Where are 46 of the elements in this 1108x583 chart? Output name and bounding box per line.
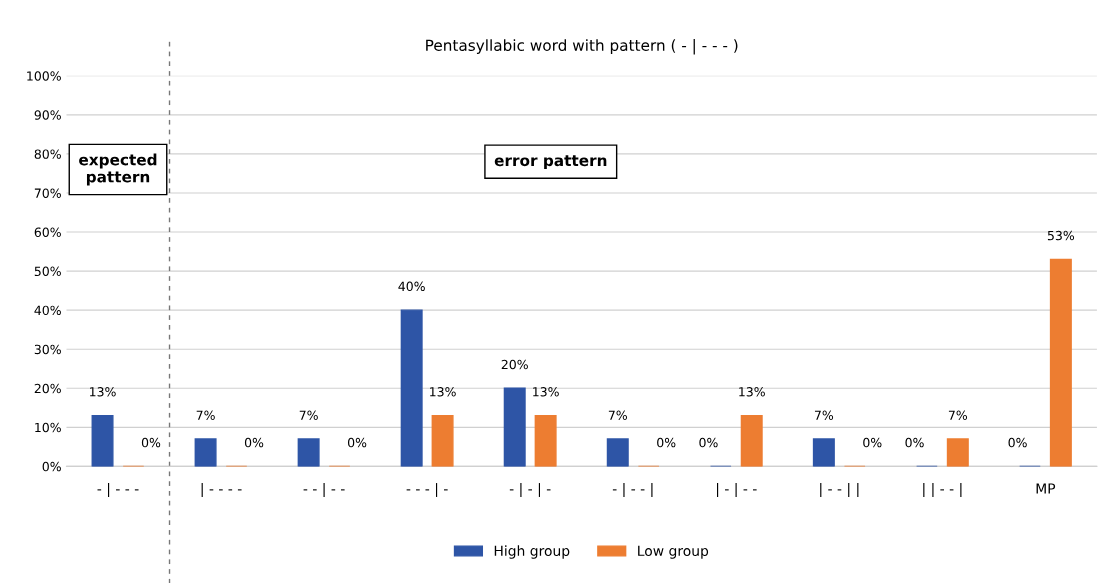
x-tick-label: - | - - -	[97, 483, 139, 497]
y-tick-label: 20%	[34, 383, 61, 394]
data-label: 0%	[863, 437, 882, 448]
data-label: 0%	[657, 437, 676, 448]
x-tick-label: MP	[1036, 483, 1056, 494]
y-tick-label: 60%	[34, 227, 61, 237]
y-tick-label: 0%	[42, 461, 61, 472]
x-tick-label: - - | - -	[303, 483, 345, 497]
annotation: expected pattern	[79, 153, 157, 186]
x-tick-label: | - - | |	[820, 483, 859, 497]
data-label: 13%	[430, 387, 456, 397]
data-label: 7%	[196, 410, 215, 420]
data-label: 7%	[299, 410, 318, 420]
data-label: 0%	[347, 437, 367, 448]
y-tick-label: 30%	[34, 344, 61, 355]
x-tick-label: - | - - |	[612, 483, 653, 497]
x-tick-label: | | - - |	[923, 483, 962, 497]
data-label: 13%	[739, 387, 765, 397]
data-label: 7%	[948, 410, 968, 420]
data-label: 0%	[699, 437, 718, 448]
legend-label: Low group	[638, 545, 709, 559]
chart-title: Pentasyllabic word with pattern ( - | - - - )	[426, 39, 738, 55]
data-label: 13%	[90, 387, 116, 397]
data-label: 20%	[501, 359, 528, 370]
y-tick-label: 50%	[34, 266, 61, 277]
y-tick-label: 80%	[34, 149, 61, 159]
data-label: 0%	[244, 437, 264, 448]
data-label: 7%	[814, 410, 834, 420]
data-label: 0%	[1008, 437, 1027, 448]
y-tick-label: 10%	[35, 422, 61, 433]
legend-label: High group	[494, 545, 570, 559]
data-label: 7%	[608, 410, 627, 420]
data-label: 0%	[905, 437, 924, 448]
y-tick-label: 40%	[34, 305, 61, 316]
x-tick-label: - - - | -	[406, 483, 448, 497]
x-tick-label: - | - | -	[509, 483, 551, 497]
annotation: error pattern	[494, 155, 607, 170]
y-tick-label: 100%	[27, 71, 61, 81]
y-tick-label: 90%	[34, 110, 61, 120]
x-tick-label: | - - - -	[201, 483, 242, 497]
y-tick-label: 70%	[34, 188, 61, 198]
data-label: 40%	[398, 281, 425, 292]
data-label: 53%	[1047, 230, 1075, 241]
data-label: 0%	[141, 437, 161, 448]
x-tick-label: | - | - -	[717, 483, 757, 497]
data-label: 13%	[533, 387, 559, 397]
